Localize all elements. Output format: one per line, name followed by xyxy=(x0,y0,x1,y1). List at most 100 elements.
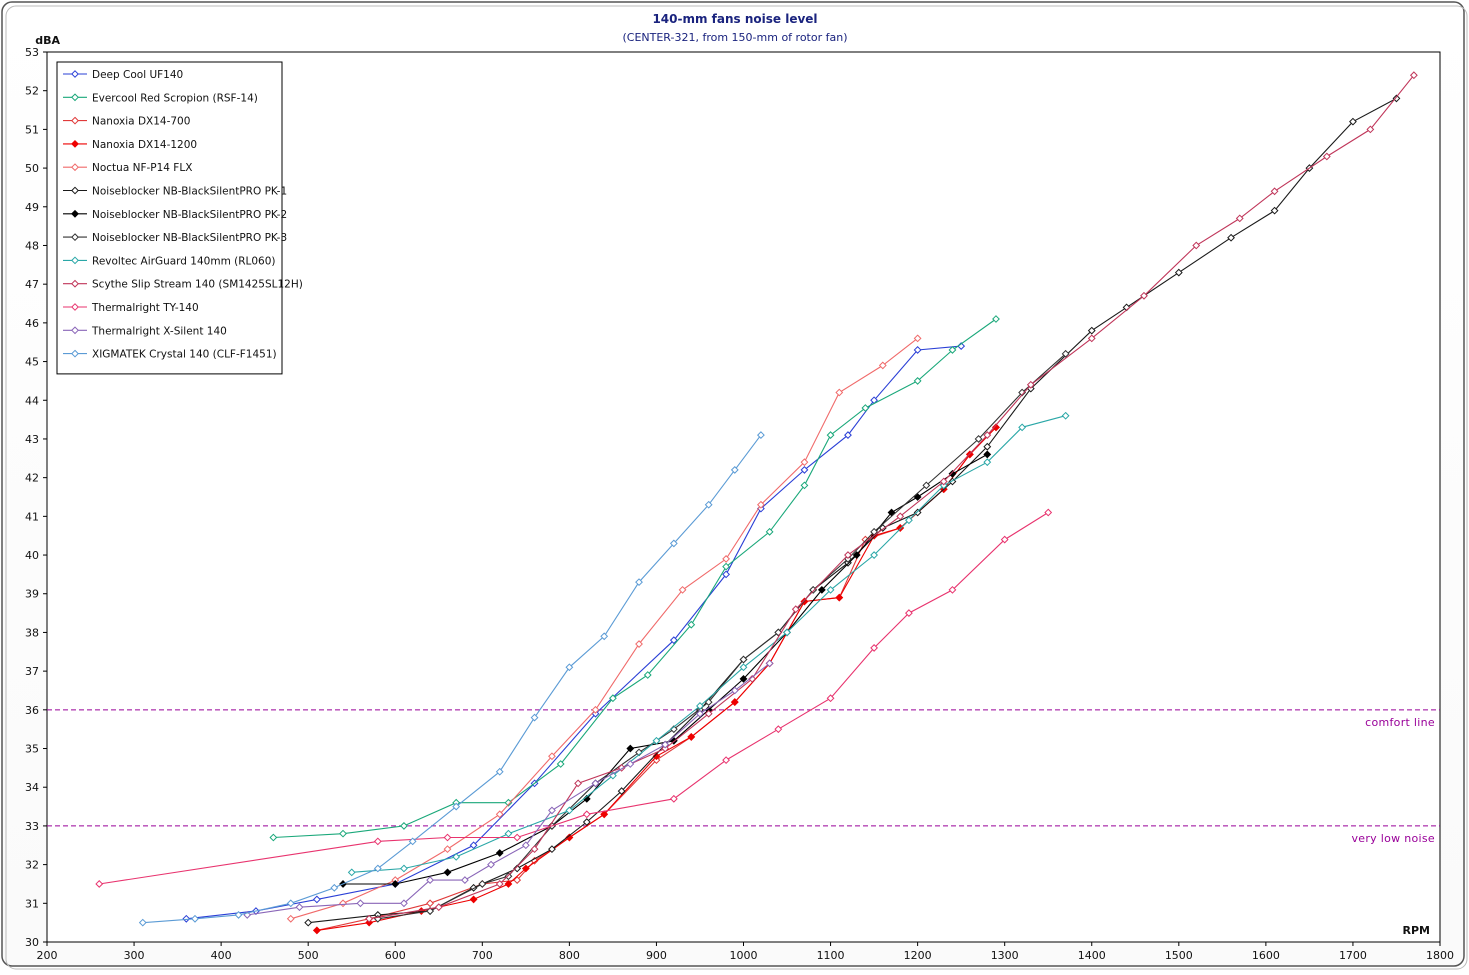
data-point xyxy=(765,659,774,668)
x-tick-label: 500 xyxy=(298,949,319,962)
data-point xyxy=(234,911,243,919)
data-point xyxy=(687,733,696,741)
data-point xyxy=(182,914,191,923)
data-point xyxy=(347,868,356,877)
legend-item-label: Scythe Slip Stream 140 (SM1425SL12H) xyxy=(92,279,303,291)
data-point xyxy=(1018,423,1027,432)
y-tick-label: 52 xyxy=(25,85,39,98)
data-point xyxy=(71,186,79,195)
data-point xyxy=(565,663,574,672)
data-point xyxy=(191,914,199,923)
data-point xyxy=(71,163,79,172)
series-line-group xyxy=(95,508,1053,888)
data-point xyxy=(1409,71,1418,80)
data-point xyxy=(574,779,582,788)
y-tick-label: 36 xyxy=(25,704,39,717)
data-point xyxy=(95,880,104,888)
reference-line-label: comfort line xyxy=(1365,716,1435,729)
y-tick-label: 31 xyxy=(25,897,39,910)
data-point xyxy=(1061,349,1070,358)
data-point xyxy=(704,698,713,706)
y-tick-label: 53 xyxy=(25,46,39,59)
data-point xyxy=(800,458,809,467)
data-point xyxy=(495,810,504,819)
data-point xyxy=(1087,334,1096,343)
data-point xyxy=(913,493,922,501)
chart-subtitle: (CENTER-321, from 150-mm of rotor fan) xyxy=(622,31,847,44)
y-tick-label: 33 xyxy=(25,820,39,833)
data-point xyxy=(373,864,382,873)
data-point xyxy=(992,423,1000,432)
data-point xyxy=(765,527,774,536)
data-point xyxy=(800,466,809,474)
legend-item-label: Noiseblocker NB-BlackSilentPRO PK-3 xyxy=(92,232,287,244)
data-point xyxy=(504,880,513,888)
data-point xyxy=(1018,388,1027,397)
data-point xyxy=(600,810,609,819)
data-point xyxy=(652,752,661,761)
data-point xyxy=(1026,380,1035,389)
data-point xyxy=(739,663,748,672)
data-point xyxy=(983,442,992,451)
data-point xyxy=(826,694,835,703)
data-point xyxy=(791,605,800,614)
data-point xyxy=(661,740,670,749)
data-point xyxy=(626,760,635,768)
data-point xyxy=(730,466,739,474)
data-point xyxy=(71,233,79,242)
data-point xyxy=(548,752,556,761)
y-tick-label: 48 xyxy=(25,239,39,252)
data-point xyxy=(983,431,992,439)
data-point xyxy=(495,767,504,776)
data-point xyxy=(356,899,365,908)
data-point xyxy=(521,841,530,850)
data-point xyxy=(948,346,957,354)
x-tick-label: 400 xyxy=(211,949,232,962)
data-point xyxy=(826,585,835,594)
data-point xyxy=(71,326,79,335)
y-tick-label: 45 xyxy=(25,356,39,369)
series-line-group xyxy=(243,659,774,919)
legend-item-label: Noiseblocker NB-BlackSilentPRO PK-1 xyxy=(92,186,287,198)
x-tick-label: 1000 xyxy=(730,949,758,962)
data-point xyxy=(974,435,983,443)
data-point xyxy=(800,481,809,490)
legend-item-label: Thermalright TY-140 xyxy=(91,302,199,314)
y-tick-label: 51 xyxy=(25,123,39,136)
x-tick-label: 1300 xyxy=(991,949,1019,962)
data-point xyxy=(548,806,556,815)
legend-item-label: Revoltec AirGuard 140mm (RL060) xyxy=(92,255,276,267)
data-point xyxy=(704,500,713,509)
data-point xyxy=(870,644,879,652)
data-point xyxy=(896,512,905,521)
data-point xyxy=(556,760,565,768)
y-axis-label: dBA xyxy=(35,34,60,47)
x-tick-label: 1700 xyxy=(1339,949,1367,962)
legend-item-label: Nanoxia DX14-1200 xyxy=(92,139,197,151)
series-line xyxy=(99,512,1049,885)
data-point xyxy=(835,593,844,602)
data-point xyxy=(487,860,495,869)
data-point xyxy=(434,903,443,912)
data-point xyxy=(408,837,417,846)
data-point xyxy=(1235,214,1244,223)
data-point xyxy=(722,756,730,765)
data-point xyxy=(452,802,461,811)
series-line-group xyxy=(286,334,922,923)
data-point xyxy=(722,562,730,571)
y-tick-label: 43 xyxy=(25,433,39,446)
data-point xyxy=(426,876,434,884)
data-point xyxy=(617,763,626,772)
data-point xyxy=(504,872,513,881)
data-point xyxy=(312,926,321,935)
y-tick-label: 38 xyxy=(25,626,39,639)
x-tick-label: 1100 xyxy=(817,949,845,962)
data-point xyxy=(635,578,643,587)
data-point xyxy=(817,585,826,594)
series-line xyxy=(377,353,1066,920)
data-point xyxy=(504,829,513,838)
data-point xyxy=(400,822,408,830)
y-tick-label: 39 xyxy=(25,588,39,601)
data-point xyxy=(948,469,957,478)
